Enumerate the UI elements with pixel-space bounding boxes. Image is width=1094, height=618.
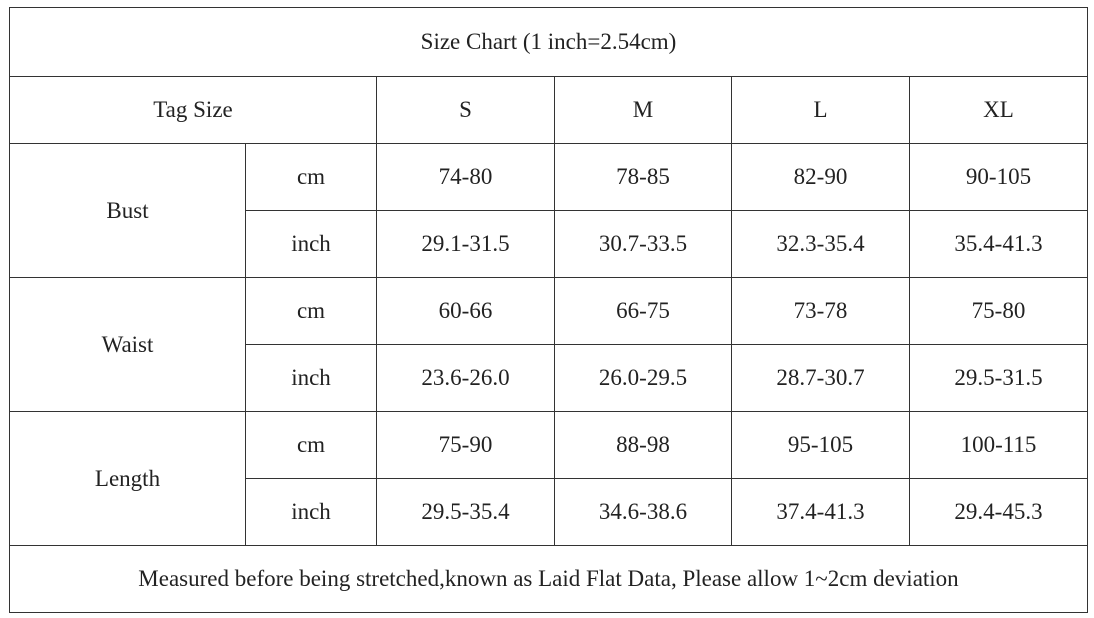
measure-label: Length <box>9 411 246 546</box>
size-value: 60-66 <box>376 277 555 345</box>
size-header: M <box>554 76 732 144</box>
table-row: Tag Size S M L XL <box>9 76 1088 144</box>
size-value: 90-105 <box>909 143 1088 211</box>
table-row: Measured before being stretched,known as… <box>9 545 1088 613</box>
table-row: Bust cm 74-80 78-85 82-90 90-105 <box>9 143 1088 278</box>
size-header: L <box>731 76 910 144</box>
table-row: Size Chart (1 inch=2.54cm) <box>9 7 1088 77</box>
unit-label: cm <box>245 277 377 345</box>
unit-label: inch <box>245 344 377 412</box>
table-title: Size Chart (1 inch=2.54cm) <box>9 7 1088 77</box>
footer-note: Measured before being stretched,known as… <box>9 545 1088 613</box>
size-header: S <box>376 76 555 144</box>
size-value: 30.7-33.5 <box>554 210 732 278</box>
size-value: 29.4-45.3 <box>909 478 1088 546</box>
size-chart-table: Size Chart (1 inch=2.54cm) Tag Size S M L XL B… <box>9 7 1088 613</box>
size-value: 29.5-35.4 <box>376 478 555 546</box>
size-value: 35.4-41.3 <box>909 210 1088 278</box>
size-value: 75-80 <box>909 277 1088 345</box>
size-value: 34.6-38.6 <box>554 478 732 546</box>
size-value: 73-78 <box>731 277 910 345</box>
unit-label: inch <box>245 210 377 278</box>
size-value: 29.1-31.5 <box>376 210 555 278</box>
table-row: inch 29.5-35.4 34.6-38.6 37.4-41.3 29.4-45.3 <box>10 478 1088 546</box>
header-label: Tag Size <box>9 76 377 144</box>
size-value: 100-115 <box>909 411 1088 479</box>
size-value: 82-90 <box>731 143 910 211</box>
table-body: Size Chart (1 inch=2.54cm) Tag Size S M L XL B… <box>9 7 1088 613</box>
table-row: Waist cm 60-66 66-75 73-78 75-80 <box>9 277 1088 412</box>
size-value: 32.3-35.4 <box>731 210 910 278</box>
size-value: 75-90 <box>376 411 555 479</box>
table-row: inch 23.6-26.0 26.0-29.5 28.7-30.7 29.5-31.5 <box>10 344 1088 412</box>
size-value: 88-98 <box>554 411 732 479</box>
size-value: 66-75 <box>554 277 732 345</box>
size-value: 95-105 <box>731 411 910 479</box>
size-value: 78-85 <box>554 143 732 211</box>
measure-label: Bust <box>9 143 246 278</box>
unit-label: cm <box>245 143 377 211</box>
unit-label: cm <box>245 411 377 479</box>
size-value: 28.7-30.7 <box>731 344 910 412</box>
size-value: 37.4-41.3 <box>731 478 910 546</box>
size-value: 74-80 <box>376 143 555 211</box>
measure-label: Waist <box>9 277 246 412</box>
size-value: 23.6-26.0 <box>376 344 555 412</box>
size-value: 29.5-31.5 <box>909 344 1088 412</box>
size-value: 26.0-29.5 <box>554 344 732 412</box>
unit-label: inch <box>245 478 377 546</box>
table-row: Length cm 75-90 88-98 95-105 100-115 <box>9 411 1088 546</box>
size-header: XL <box>909 76 1088 144</box>
